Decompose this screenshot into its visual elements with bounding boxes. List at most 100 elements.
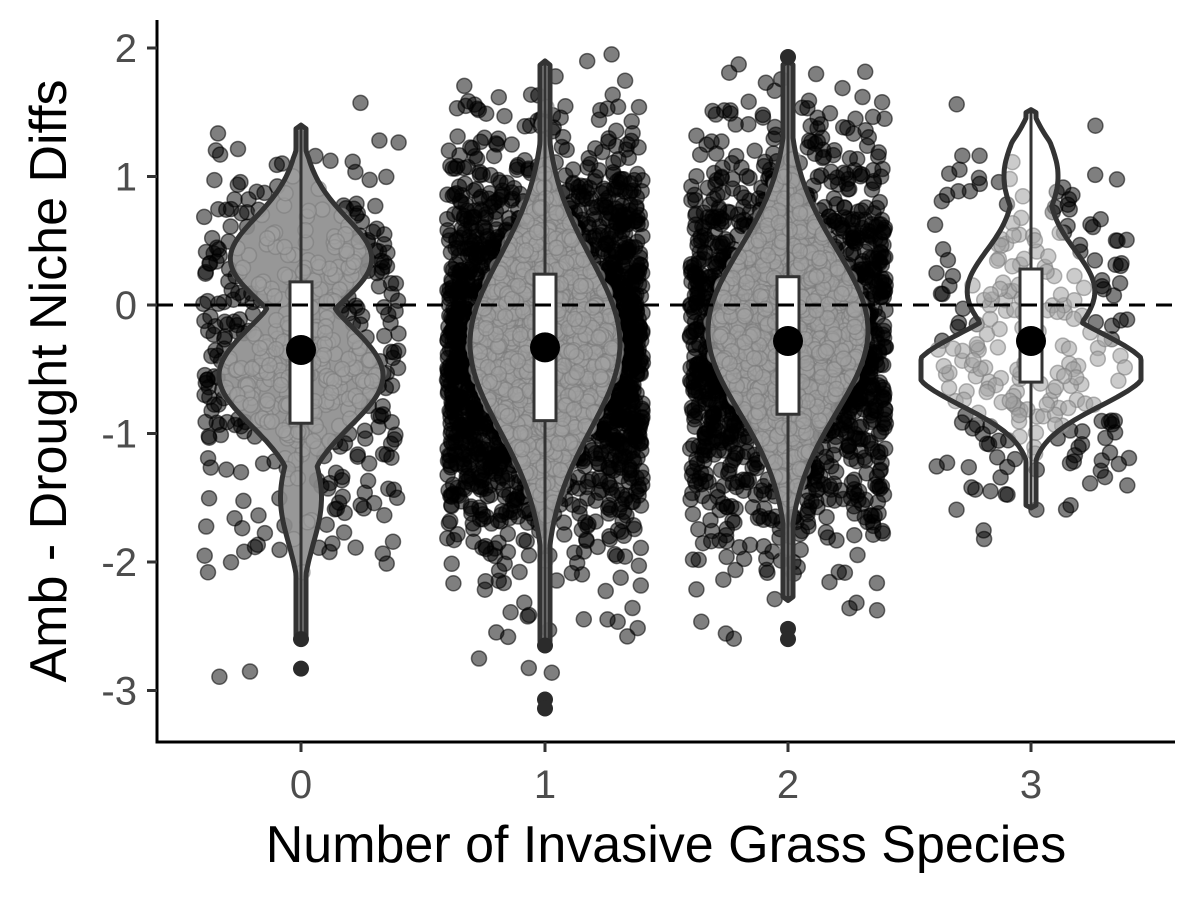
- data-point: [1093, 272, 1111, 289]
- data-point: [873, 270, 891, 287]
- data-point: [246, 538, 264, 556]
- data-point: [848, 594, 865, 612]
- data-point: [684, 551, 702, 568]
- data-point: [811, 250, 828, 267]
- data-point: [375, 235, 393, 253]
- data-point: [374, 545, 392, 562]
- data-point: [863, 181, 881, 198]
- data-point: [770, 214, 788, 232]
- data-point: [701, 391, 719, 409]
- data-point: [727, 445, 744, 462]
- data-point: [487, 210, 504, 228]
- data-point: [856, 63, 874, 81]
- data-point: [590, 329, 607, 346]
- data-point: [355, 500, 373, 517]
- data-point: [587, 513, 604, 530]
- data-point: [390, 134, 407, 151]
- data-point: [720, 64, 738, 81]
- data-point: [606, 546, 624, 563]
- data-point: [196, 547, 213, 564]
- data-point: [550, 435, 567, 452]
- data-point: [926, 216, 944, 234]
- data-point: [518, 533, 535, 550]
- data-point: [318, 293, 335, 311]
- data-point: [849, 546, 866, 564]
- data-point: [709, 186, 726, 204]
- data-point: [384, 533, 402, 550]
- data-point: [259, 230, 276, 247]
- data-point: [455, 267, 472, 284]
- data-point: [212, 426, 230, 444]
- data-point: [766, 590, 783, 608]
- data-point: [471, 343, 489, 361]
- data-point: [600, 130, 617, 147]
- data-point: [1006, 450, 1024, 468]
- data-point: [686, 186, 703, 204]
- data-point: [766, 82, 783, 100]
- data-point: [711, 234, 729, 252]
- data-point: [361, 171, 378, 189]
- data-point: [596, 192, 614, 209]
- data-point: [441, 341, 459, 358]
- data-point: [715, 571, 732, 588]
- data-point: [226, 510, 243, 527]
- data-point: [382, 435, 400, 453]
- data-point: [351, 393, 368, 410]
- data-point: [862, 434, 879, 452]
- data-point: [745, 349, 763, 367]
- data-point: [263, 413, 280, 430]
- data-point: [601, 476, 618, 494]
- data-point: [702, 511, 719, 529]
- data-point: [1120, 449, 1138, 467]
- data-point: [565, 401, 583, 418]
- data-point: [480, 244, 498, 261]
- data-point: [462, 139, 479, 156]
- data-point: [865, 411, 882, 429]
- data-point: [1070, 439, 1087, 456]
- data-point: [357, 430, 374, 447]
- data-point: [604, 86, 621, 104]
- data-point: [791, 205, 809, 222]
- data-point: [791, 242, 809, 260]
- data-point: [305, 432, 322, 450]
- data-point: [266, 287, 283, 305]
- data-point: [819, 529, 837, 546]
- data-point: [376, 253, 393, 271]
- data-point: [808, 268, 825, 286]
- data-point: [509, 352, 527, 370]
- data-point: [222, 554, 240, 571]
- data-point: [626, 393, 644, 410]
- data-point: [566, 310, 583, 328]
- data-point: [809, 133, 827, 150]
- data-point: [512, 425, 529, 442]
- data-point: [233, 205, 250, 222]
- data-point: [259, 392, 276, 409]
- data-point: [520, 547, 538, 564]
- data-point: [613, 436, 631, 454]
- data-point: [276, 266, 294, 284]
- data-point: [314, 201, 331, 218]
- data-point: [271, 541, 288, 559]
- data-point: [294, 263, 312, 281]
- data-point: [846, 526, 863, 544]
- data-point: [870, 505, 887, 522]
- data-point: [944, 267, 962, 285]
- data-point: [456, 207, 473, 225]
- data-point: [588, 450, 605, 467]
- data-point: [975, 522, 992, 539]
- data-point: [951, 161, 968, 178]
- data-point: [688, 272, 706, 290]
- data-point: [602, 501, 619, 518]
- data-point: [1092, 210, 1109, 228]
- data-point: [1108, 171, 1126, 188]
- data-point: [465, 234, 483, 251]
- data-point: [1086, 166, 1104, 184]
- data-point: [630, 139, 647, 156]
- data-point: [493, 506, 510, 524]
- data-point: [387, 275, 405, 292]
- data-point: [229, 140, 247, 158]
- data-point: [807, 65, 825, 83]
- data-point: [722, 102, 739, 119]
- data-point: [960, 458, 978, 476]
- data-point: [752, 507, 769, 525]
